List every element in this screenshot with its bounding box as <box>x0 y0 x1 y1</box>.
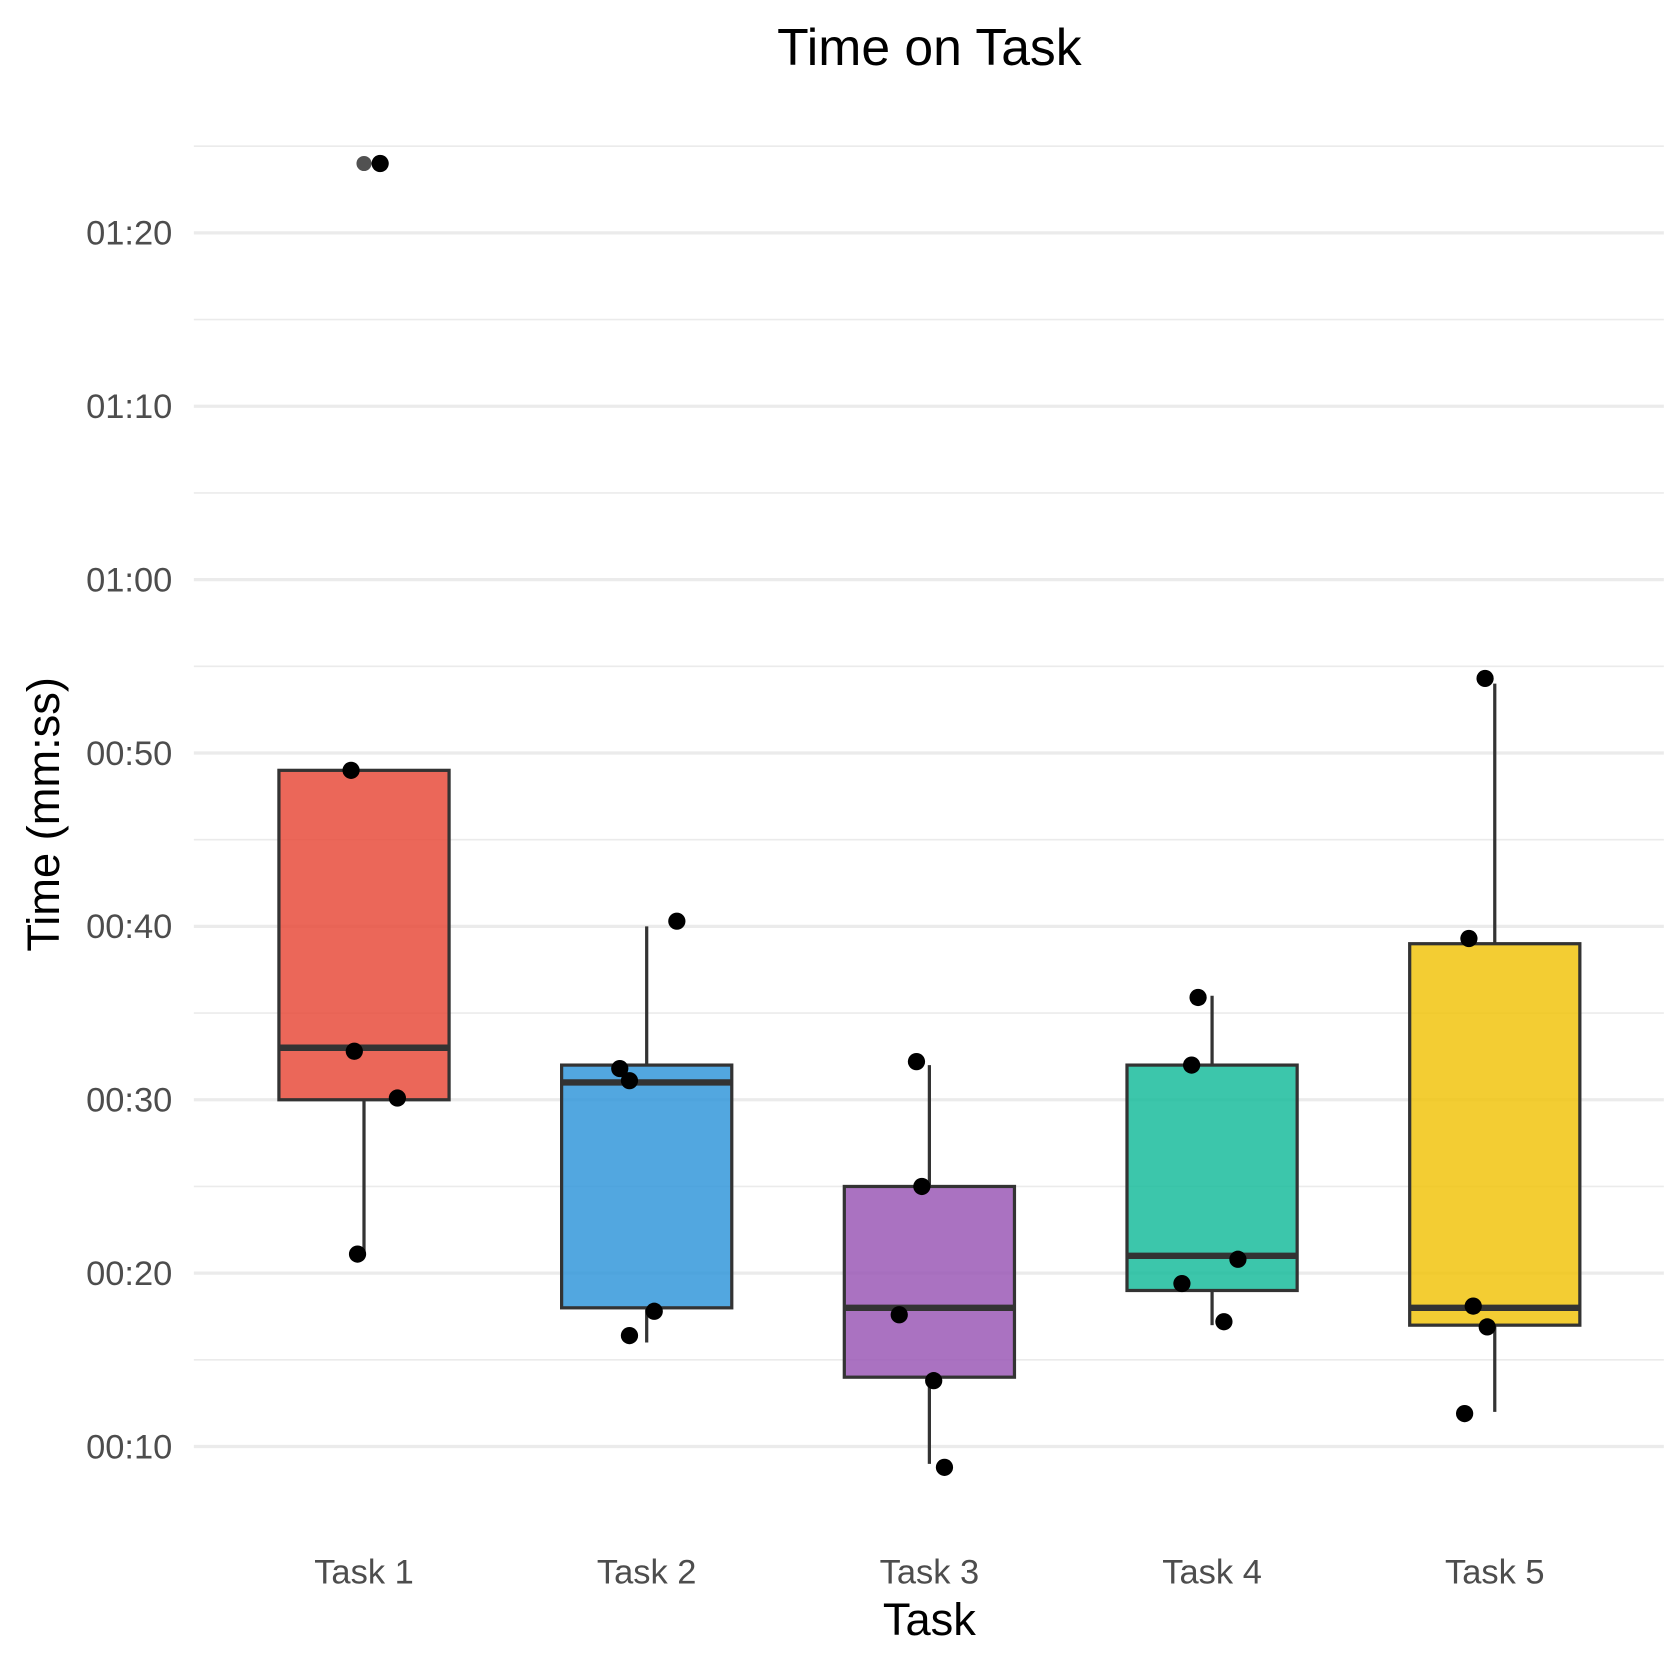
data-point <box>1478 1318 1496 1336</box>
data-point <box>1173 1274 1191 1293</box>
data-point <box>645 1302 663 1320</box>
data-point <box>913 1177 931 1196</box>
data-point <box>388 1089 406 1107</box>
data-point <box>1189 988 1207 1007</box>
y-axis-label: Time (mm:ss) <box>18 677 69 952</box>
data-point <box>342 761 360 779</box>
y-axis-tick-labels: 00:10 00:20 00:30 00:40 00:50 01:00 01:10 01:20 <box>86 215 172 1467</box>
box-3 <box>842 1184 1017 1379</box>
data-point <box>611 1059 629 1078</box>
x-tick-label: Task 1 <box>314 1553 414 1591</box>
data-point <box>1229 1250 1247 1268</box>
boxes <box>277 683 1582 1464</box>
y-tick-label: 00:20 <box>86 1255 172 1293</box>
y-tick-label: 00:10 <box>86 1428 172 1466</box>
data-point <box>1460 929 1478 948</box>
x-axis-tick-labels: Task 1 Task 2 Task 3 Task 4 Task 5 <box>314 1553 1544 1591</box>
y-tick-label: 01:10 <box>86 388 172 426</box>
data-point <box>935 1458 954 1476</box>
data-point <box>1456 1404 1474 1423</box>
y-tick-label: 00:50 <box>86 735 172 773</box>
chart-title: Time on Task <box>777 18 1082 76</box>
y-tick-label: 00:30 <box>86 1082 172 1120</box>
x-tick-label: Task 5 <box>1445 1553 1545 1591</box>
box-2 <box>560 1063 734 1310</box>
x-tick-label: Task 3 <box>880 1553 980 1591</box>
x-axis-label: Task <box>883 1594 976 1645</box>
box-5 <box>1408 942 1582 1327</box>
data-point <box>620 1072 639 1090</box>
data-point <box>1476 669 1494 688</box>
y-tick-label: 01:20 <box>86 215 172 253</box>
data-point <box>925 1372 943 1390</box>
data-point <box>1464 1297 1482 1315</box>
x-tick-label: Task 2 <box>597 1553 697 1591</box>
y-tick-label: 01:00 <box>86 561 172 599</box>
outlier-point <box>356 155 372 172</box>
data-point <box>345 1042 363 1060</box>
x-tick-label: Task 4 <box>1162 1553 1262 1591</box>
y-tick-label: 00:40 <box>86 908 172 946</box>
data-points <box>342 154 1496 1476</box>
data-point <box>371 154 389 173</box>
data-point <box>348 1245 367 1263</box>
data-point <box>907 1053 926 1071</box>
data-point <box>1215 1313 1233 1331</box>
data-point <box>890 1306 908 1324</box>
data-point <box>620 1326 639 1345</box>
data-point <box>1183 1056 1201 1074</box>
data-point <box>668 912 686 930</box>
